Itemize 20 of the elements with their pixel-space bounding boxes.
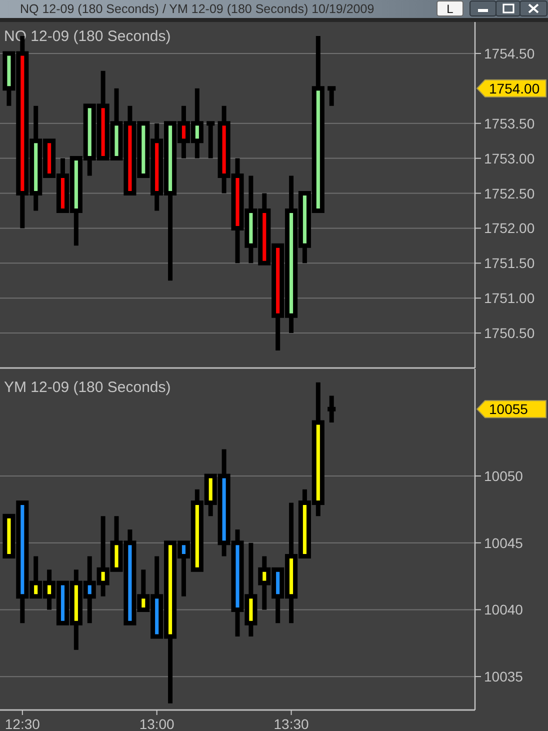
y-tick-label: 10045 xyxy=(484,534,524,551)
text: L xyxy=(446,2,454,16)
y-tick-label: 1753.00 xyxy=(484,150,535,166)
y-tick-label: 10035 xyxy=(484,668,524,685)
y-tick-label: 1752.00 xyxy=(484,220,535,236)
x-tick-label: 13:00 xyxy=(139,716,175,731)
y-tick-label: 1754.50 xyxy=(484,45,535,62)
text: NQ 12-09 (180 Seconds) / YM 12-09 (180 Seconds) 10/19/2009 xyxy=(20,2,374,16)
text: 1754.00 xyxy=(489,80,540,96)
y-tick-label: 1752.50 xyxy=(484,185,535,202)
y-tick-label: 10040 xyxy=(484,602,524,618)
text: YM 12-09 (180 Seconds) xyxy=(4,379,171,396)
x-tick-label: 13:30 xyxy=(274,716,309,731)
y-tick-label: 10050 xyxy=(484,468,524,484)
y-tick-label: 1753.50 xyxy=(484,115,535,132)
y-tick-label: 1751.00 xyxy=(484,290,535,306)
y-tick-label: 1750.50 xyxy=(484,325,535,342)
x-tick-label: 12:30 xyxy=(4,716,40,731)
y-tick-label: 1751.50 xyxy=(484,255,535,272)
text: 10055 xyxy=(489,401,528,418)
